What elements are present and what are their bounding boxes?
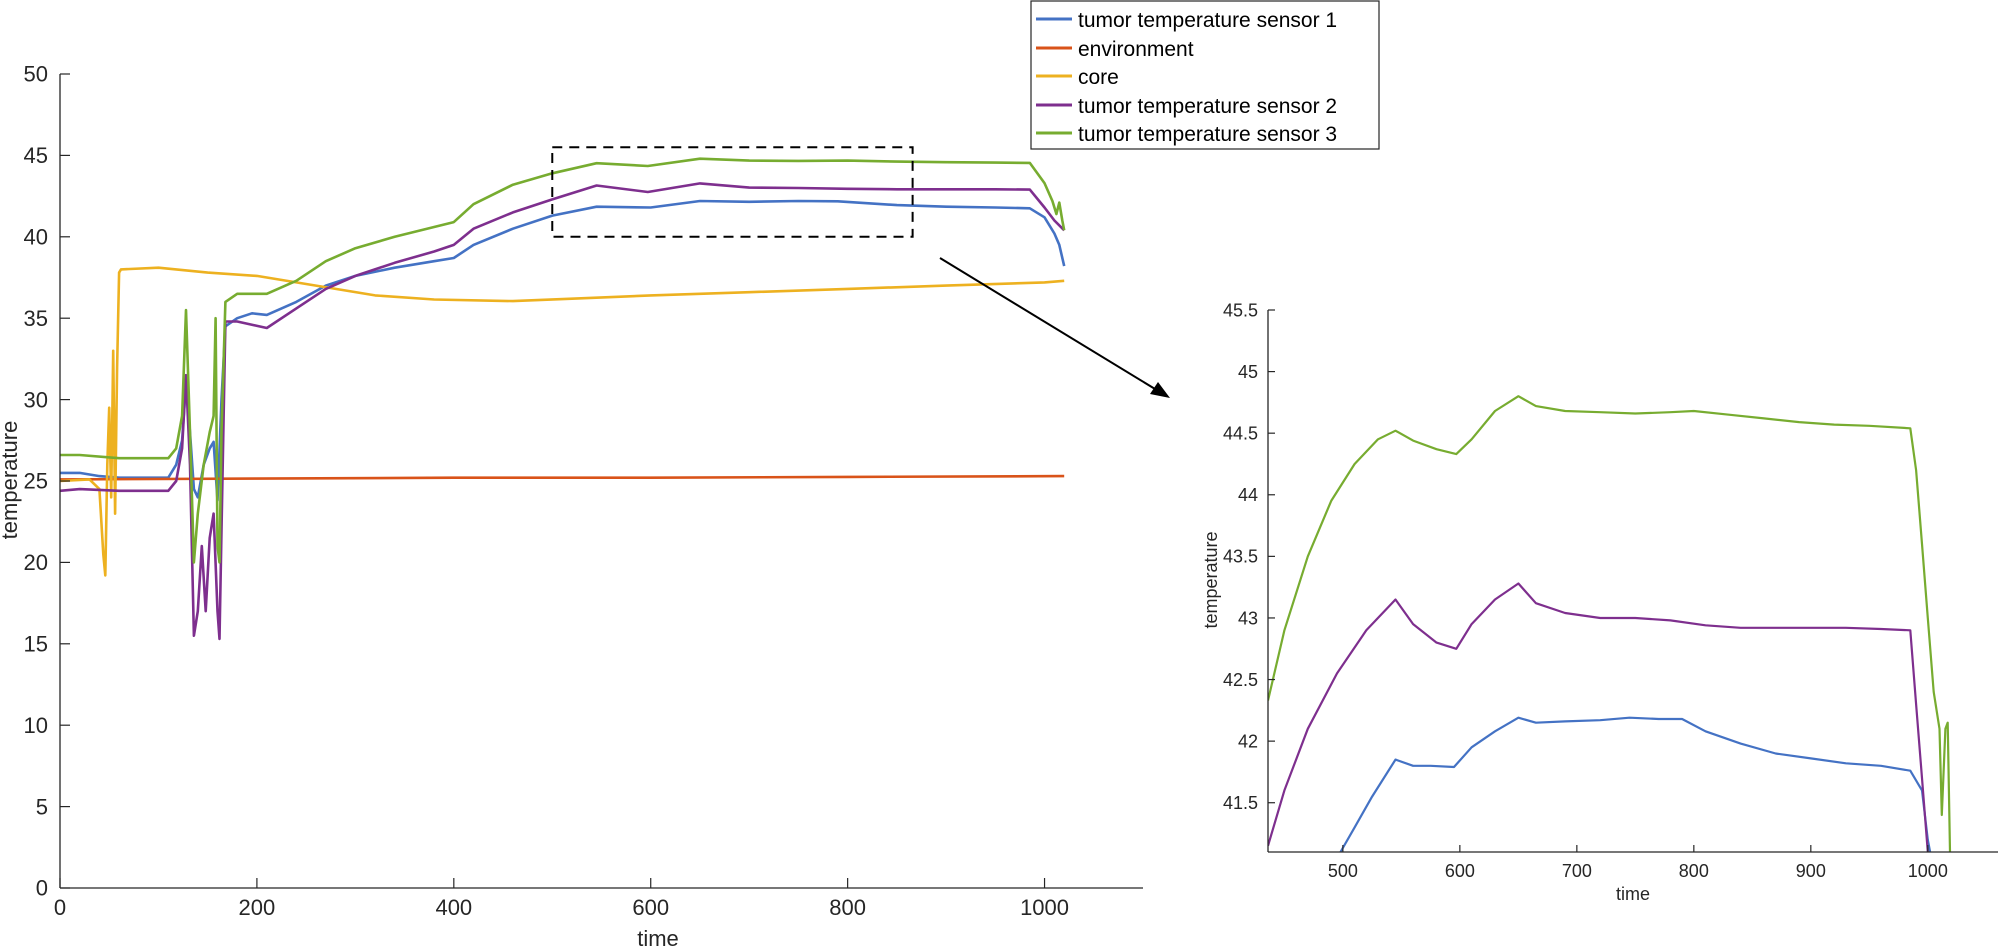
inset-y-tick-label: 42 (1238, 731, 1258, 751)
main-y-tick-label: 20 (24, 550, 48, 575)
main-y-tick-label: 5 (36, 794, 48, 819)
main-y-tick-label: 40 (24, 225, 48, 250)
legend-label: tumor temperature sensor 2 (1078, 95, 1337, 118)
legend: tumor temperature sensor 1 environment c… (1030, 0, 1380, 150)
inset-y-tick-label: 45.5 (1223, 300, 1258, 320)
main-x-tick-label: 800 (829, 895, 866, 920)
inset-y-tick-label: 41.5 (1223, 793, 1258, 813)
zoom-region-box (551, 146, 914, 238)
main-axes: 0 200 400 600 800 1000 0 5 10 15 20 25 30 35 40 45 50 (24, 62, 1143, 920)
inset-x-tick-label: 500 (1328, 861, 1358, 881)
main-x-tick-label: 400 (435, 895, 472, 920)
inset-x-tick-label: 900 (1796, 861, 1826, 881)
inset-y-tick-label: 44.5 (1223, 423, 1258, 443)
inset-x-tick-label: 700 (1562, 861, 1592, 881)
inset-x-axis-label: time (1616, 884, 1650, 904)
legend-label: tumor temperature sensor 1 (1078, 9, 1337, 32)
legend-entry: core (1036, 66, 1119, 89)
inset-x-tick-label: 600 (1445, 861, 1475, 881)
main-x-tick-label: 600 (632, 895, 669, 920)
main-y-tick-label: 35 (24, 306, 48, 331)
legend-entry: tumor temperature sensor 2 (1036, 95, 1337, 118)
inset-series-group (1268, 395, 1952, 852)
main-x-axis-label: time (637, 926, 679, 949)
main-y-tick-label: 50 (24, 62, 48, 87)
legend-label: core (1078, 66, 1119, 89)
main-x-tick-label: 200 (239, 895, 276, 920)
main-y-tick-label: 0 (36, 876, 48, 901)
legend-entry: environment (1036, 38, 1194, 61)
inset-x-tick-label: 800 (1679, 861, 1709, 881)
main-y-tick-label: 45 (24, 143, 48, 168)
inset-y-tick-label: 43 (1238, 608, 1258, 628)
main-x-tick-label: 1000 (1020, 895, 1069, 920)
main-series-environment (60, 474, 1065, 481)
main-plot: 0 200 400 600 800 1000 0 5 10 15 20 25 30 35 40 45 50 ti… (0, 62, 1143, 949)
legend-entry: tumor temperature sensor 3 (1036, 123, 1337, 146)
legend-box (1030, 0, 1380, 150)
inset-series-tumor-temperature-sensor-3 (1268, 395, 1952, 852)
main-series-core (60, 266, 1065, 577)
main-series-tumor-temperature-sensor-1 (60, 199, 1066, 502)
inset-axes: 500 600 700 800 900 1000 41.5 42 42.5 43 43.5 44 44.… (1223, 300, 1998, 881)
inset-y-tick-label: 44 (1238, 485, 1258, 505)
legend-entry: tumor temperature sensor 1 (1036, 9, 1337, 32)
main-y-tick-label: 10 (24, 713, 48, 738)
main-series-tumor-temperature-sensor-2 (60, 182, 1066, 641)
main-y-tick-label: 15 (24, 632, 48, 657)
inset-plot: 500 600 700 800 900 1000 41.5 42 42.5 43 43.5 44 44.… (1201, 300, 1998, 904)
main-y-axis-label: temperature (0, 421, 22, 540)
main-y-tick-label: 25 (24, 469, 48, 494)
main-y-tick-label: 30 (24, 387, 48, 412)
inset-series-tumor-temperature-sensor-2 (1268, 582, 1929, 852)
inset-y-axis-label: temperature (1201, 531, 1221, 628)
legend-label: environment (1078, 38, 1194, 61)
main-series-group (60, 157, 1066, 641)
legend-label: tumor temperature sensor 3 (1078, 123, 1337, 146)
inset-y-tick-label: 42.5 (1223, 670, 1258, 690)
main-x-tick-label: 0 (54, 895, 66, 920)
inset-x-tick-label: 1000 (1908, 861, 1948, 881)
inset-y-tick-label: 43.5 (1223, 547, 1258, 567)
zoom-arrow (939, 257, 1170, 398)
main-series-tumor-temperature-sensor-3 (60, 157, 1066, 564)
inset-y-tick-label: 45 (1238, 362, 1258, 382)
inset-series-tumor-temperature-sensor-1 (1339, 716, 1932, 852)
